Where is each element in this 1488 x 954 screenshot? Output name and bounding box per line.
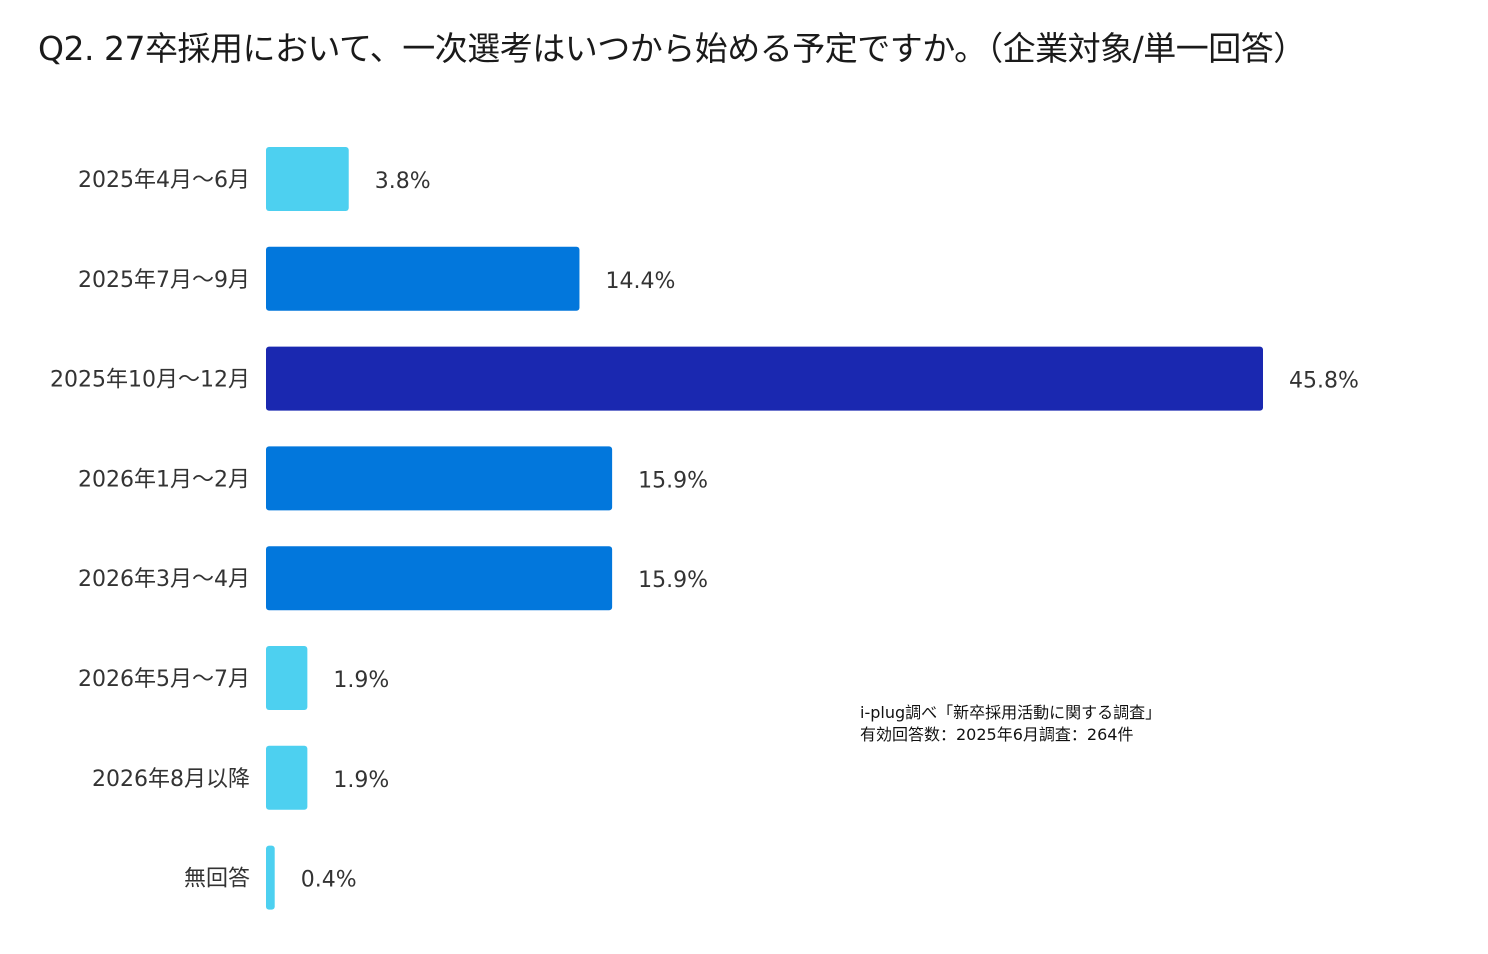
bar bbox=[266, 147, 349, 211]
category-label: 2026年8月以降 bbox=[92, 767, 250, 792]
category-label: 無回答 bbox=[184, 867, 250, 892]
category-label: 2025年4月～6月 bbox=[78, 168, 250, 193]
category-label: 2025年10月～12月 bbox=[50, 368, 250, 393]
category-label: 2026年3月～4月 bbox=[78, 567, 250, 592]
source-note: i-plug調べ「新卒採用活動に関する調査」 有効回答数：2025年6月調査：2… bbox=[860, 702, 1161, 746]
source-note-line1: i-plug調べ「新卒採用活動に関する調査」 bbox=[860, 703, 1162, 722]
value-label: 14.4% bbox=[605, 269, 675, 294]
bar bbox=[266, 845, 275, 910]
value-label: 1.9% bbox=[333, 668, 389, 693]
bar bbox=[266, 446, 613, 511]
category-label: 2025年7月～9月 bbox=[78, 268, 250, 293]
category-label: 2026年5月～7月 bbox=[78, 667, 250, 692]
value-label: 3.8% bbox=[375, 169, 431, 194]
bar bbox=[266, 546, 613, 611]
bar bbox=[266, 346, 1263, 411]
value-label: 0.4% bbox=[301, 868, 357, 893]
bar bbox=[266, 646, 308, 710]
category-label: 2026年1月～2月 bbox=[78, 467, 250, 492]
value-label: 45.8% bbox=[1289, 369, 1359, 394]
bar bbox=[266, 745, 308, 810]
value-label: 15.9% bbox=[638, 468, 708, 493]
chart-title: Q2. 27卒採用において、一次選考はいつから始める予定ですか。（企業対象/単一… bbox=[38, 29, 1306, 68]
value-label: 1.9% bbox=[333, 768, 389, 793]
source-note-line2: 有効回答数：2025年6月調査：264件 bbox=[860, 725, 1134, 744]
value-label: 15.9% bbox=[638, 568, 708, 593]
bar bbox=[266, 246, 580, 311]
